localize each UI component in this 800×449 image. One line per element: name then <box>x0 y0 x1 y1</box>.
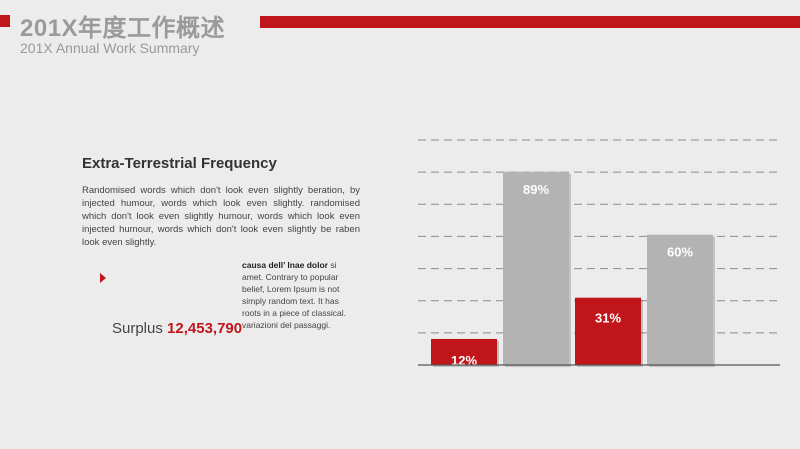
bar <box>503 171 569 365</box>
title-accent-square <box>0 15 10 27</box>
surplus: Surplus 12,453,790 <box>112 320 242 337</box>
title-accent-bar <box>260 16 800 28</box>
bullet-triangle-icon <box>100 273 106 283</box>
bar-value-label: 12% <box>451 353 477 368</box>
bar-value-label: 31% <box>595 311 621 326</box>
page-subtitle: 201X Annual Work Summary <box>20 40 200 56</box>
bar-value-label: 89% <box>523 182 549 197</box>
bar <box>431 338 497 365</box>
bar-value-label: 60% <box>667 245 693 260</box>
page-title: 201X年度工作概述 <box>20 15 226 42</box>
section-heading: Extra-Terrestrial Frequency <box>82 155 277 172</box>
column-text: causa dell’ lnae dolor si amet. Contrary… <box>242 259 354 331</box>
column-bold-text: causa dell’ lnae dolor <box>242 260 328 270</box>
surplus-value: 12,453,790 <box>167 320 243 337</box>
surplus-label: Surplus <box>112 320 163 337</box>
section-body-text: Randomised words which don't look even s… <box>82 185 360 248</box>
bar <box>575 297 641 365</box>
bar <box>647 234 713 365</box>
column-plain-text: si amet. Contrary to popular belief, Lor… <box>242 260 346 330</box>
